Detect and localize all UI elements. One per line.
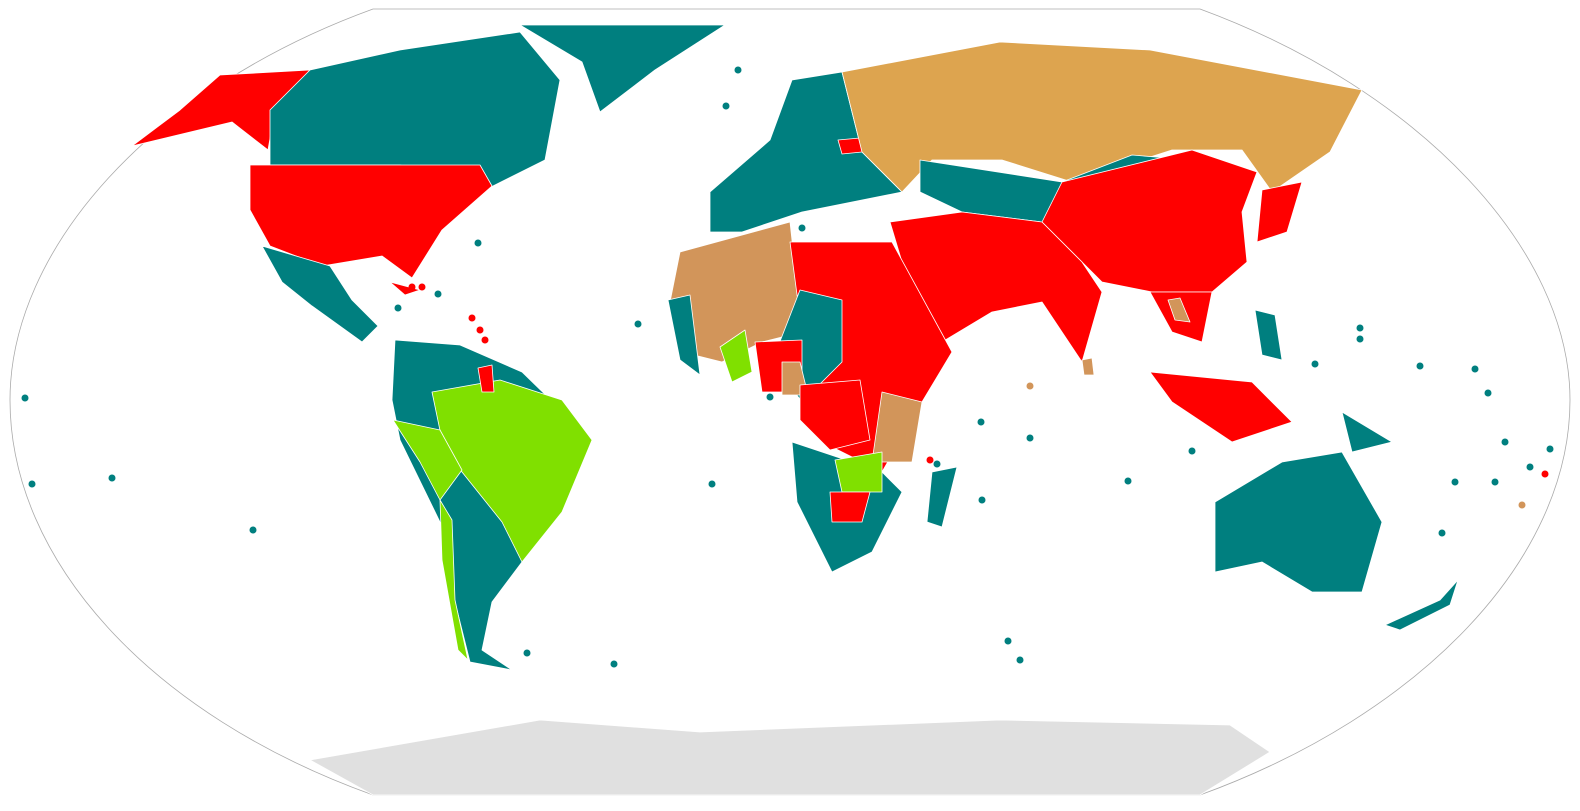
island-marker xyxy=(523,649,531,657)
region-indonesia xyxy=(1149,371,1293,443)
island-marker xyxy=(468,314,476,322)
region-mexico-central-america xyxy=(261,245,379,343)
island-marker xyxy=(798,224,806,232)
island-marker xyxy=(1546,445,1554,453)
island-marker xyxy=(734,66,742,74)
island-marker xyxy=(474,239,482,247)
island-marker xyxy=(933,460,941,468)
island-marker xyxy=(394,304,402,312)
region-madagascar xyxy=(926,466,958,528)
island-marker xyxy=(1188,447,1196,455)
island-marker xyxy=(481,336,489,344)
region-usa xyxy=(249,164,493,279)
island-marker xyxy=(1526,463,1534,471)
region-australia xyxy=(1214,451,1383,593)
island-marker xyxy=(766,393,774,401)
region-laos xyxy=(1167,297,1191,323)
region-korea-japan xyxy=(1256,181,1303,243)
island-marker xyxy=(610,660,618,668)
island-marker xyxy=(408,283,416,291)
island-marker xyxy=(476,326,484,334)
region-east-africa xyxy=(871,391,923,463)
region-philippines xyxy=(1254,309,1283,361)
island-marker xyxy=(926,456,934,464)
island-marker xyxy=(1016,656,1024,664)
island-marker xyxy=(1471,365,1479,373)
island-marker xyxy=(722,102,730,110)
region-west-africa-green xyxy=(719,329,753,383)
island-marker xyxy=(28,480,36,488)
region-belarus xyxy=(837,137,863,155)
island-marker xyxy=(434,290,442,298)
island-marker xyxy=(21,394,29,402)
region-west-africa-coast xyxy=(667,294,701,376)
island-marker xyxy=(1004,637,1012,645)
island-marker xyxy=(634,320,642,328)
island-marker xyxy=(1518,501,1526,509)
island-marker xyxy=(978,496,986,504)
region-antarctica xyxy=(309,719,1271,796)
island-marker xyxy=(1491,478,1499,486)
island-marker xyxy=(1026,382,1034,390)
island-marker xyxy=(977,418,985,426)
region-new-zealand xyxy=(1384,579,1459,631)
region-peru xyxy=(392,419,463,501)
island-marker xyxy=(1541,470,1549,478)
island-marker xyxy=(1451,478,1459,486)
region-greenland xyxy=(519,24,726,113)
island-marker xyxy=(1484,389,1492,397)
region-guyana xyxy=(477,364,495,393)
island-marker xyxy=(108,474,116,482)
island-marker xyxy=(1501,438,1509,446)
region-russia xyxy=(841,41,1363,193)
island-marker xyxy=(1356,324,1364,332)
island-marker xyxy=(708,480,716,488)
region-zambia xyxy=(834,451,883,493)
island-marker xyxy=(1311,360,1319,368)
island-marker xyxy=(1124,477,1132,485)
island-marker xyxy=(1438,529,1446,537)
region-chile xyxy=(439,499,469,661)
region-zimbabwe xyxy=(829,491,871,523)
region-papua xyxy=(1341,411,1393,453)
island-marker xyxy=(1416,362,1424,370)
island-marker xyxy=(418,283,426,291)
island-marker xyxy=(1026,434,1034,442)
island-marker xyxy=(249,526,257,534)
region-cuba xyxy=(389,281,421,296)
region-congo xyxy=(799,379,871,451)
island-marker xyxy=(1356,335,1364,343)
region-sri-lanka xyxy=(1081,357,1095,376)
